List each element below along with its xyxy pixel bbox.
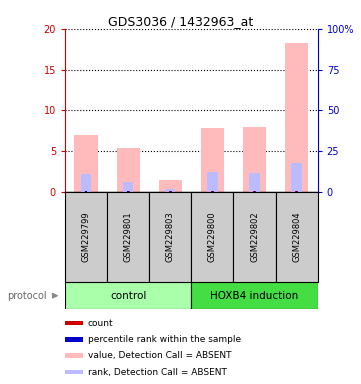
Bar <box>296 191 297 192</box>
Bar <box>149 192 191 282</box>
Text: GSM229801: GSM229801 <box>124 212 132 262</box>
Bar <box>285 43 308 192</box>
Bar <box>234 192 275 282</box>
Text: percentile rank within the sample: percentile rank within the sample <box>88 335 241 344</box>
Bar <box>127 191 130 192</box>
Text: GSM229804: GSM229804 <box>292 212 301 262</box>
Bar <box>74 135 97 192</box>
Bar <box>191 192 234 282</box>
Bar <box>127 191 129 192</box>
Bar <box>253 191 256 192</box>
Bar <box>65 337 83 342</box>
Bar <box>169 191 172 192</box>
Bar <box>243 127 266 192</box>
Bar <box>84 191 87 192</box>
Text: GSM229803: GSM229803 <box>166 212 175 263</box>
Bar <box>295 191 298 192</box>
Bar <box>65 282 191 309</box>
Bar <box>291 163 302 192</box>
Bar <box>201 128 224 192</box>
Bar <box>211 191 214 192</box>
Bar <box>65 192 107 282</box>
Bar <box>85 191 87 192</box>
Bar <box>81 174 91 192</box>
Text: GDS3036 / 1432963_at: GDS3036 / 1432963_at <box>108 15 253 28</box>
Bar <box>207 172 218 192</box>
Bar <box>191 282 318 309</box>
Bar <box>107 192 149 282</box>
Bar <box>159 180 182 192</box>
Bar <box>123 182 133 192</box>
Text: protocol: protocol <box>7 291 47 301</box>
Text: GSM229802: GSM229802 <box>250 212 259 262</box>
Text: GSM229799: GSM229799 <box>82 212 91 262</box>
Bar <box>65 353 83 358</box>
Bar <box>254 191 255 192</box>
Text: GSM229800: GSM229800 <box>208 212 217 262</box>
Text: HOXB4 induction: HOXB4 induction <box>210 291 299 301</box>
Bar <box>212 191 213 192</box>
Text: rank, Detection Call = ABSENT: rank, Detection Call = ABSENT <box>88 367 227 376</box>
Text: control: control <box>110 291 146 301</box>
Bar <box>249 173 260 192</box>
Bar <box>65 321 83 325</box>
Text: count: count <box>88 319 113 328</box>
Bar <box>170 191 171 192</box>
Bar <box>275 192 318 282</box>
Bar <box>65 370 83 374</box>
Bar <box>117 148 140 192</box>
Bar <box>165 189 175 192</box>
Text: value, Detection Call = ABSENT: value, Detection Call = ABSENT <box>88 351 231 360</box>
